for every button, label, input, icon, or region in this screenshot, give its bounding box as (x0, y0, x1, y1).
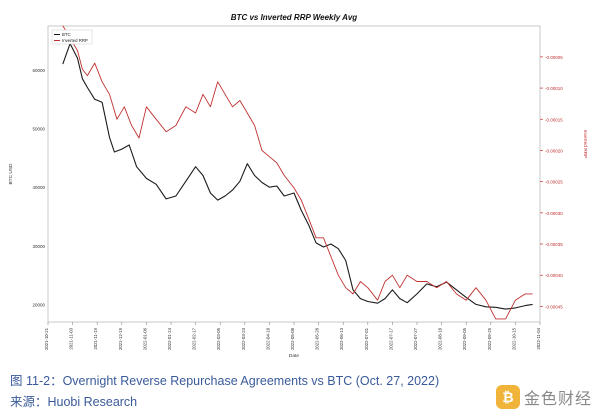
y-right-tick-label: -0.00040 (545, 273, 563, 278)
btc-vs-rrp-chart: 20000 30000 40000 50000 60000 -0.00005 -0.0001… (8, 13, 588, 359)
x-tick-label: 2022-03-05 (216, 327, 221, 350)
x-tick-label: 2022-02-17 (192, 327, 197, 350)
brand-name: 金色财经 (523, 389, 592, 408)
x-tick-label: 2022-01-06 (142, 327, 147, 350)
y-right-tick-label: -0.00030 (545, 211, 563, 216)
x-tick-label: 2022-04-18 (265, 327, 270, 350)
legend-label: Inverted RRP (62, 38, 88, 43)
x-tick-label: 2021-11-03 (69, 327, 74, 349)
y-left-axis-title: BTC USD (8, 163, 14, 185)
plot-frame (47, 25, 541, 323)
x-axis-title: Date (289, 353, 299, 359)
x-tick-label: 2022-05-08 (290, 327, 295, 350)
x-tick-label: 2022-01-24 (167, 327, 172, 350)
y-right-tick-label: -0.00015 (545, 117, 563, 122)
y-left-tick-label: 60000 (32, 68, 45, 73)
x-tick-label: 2022-07-01 (364, 327, 369, 350)
chart-title: BTC vs Inverted RRP Weekly Avg (231, 13, 358, 22)
y-right-tick-label: -0.00005 (545, 55, 563, 60)
y-right-tick-label: -0.00020 (545, 148, 563, 153)
figure-caption: 图 11-2：Overnight Reverse Repurchase Agre… (10, 374, 440, 388)
x-tick-label: 2022-07-27 (413, 327, 418, 350)
brand-watermark: ₿ 金色财经 (495, 384, 592, 410)
y-right-tick-label: -0.00025 (545, 180, 563, 185)
y-right-tick-label: -0.00035 (545, 242, 563, 247)
x-tick-label: 2021-11-19 (93, 327, 98, 349)
y-left-tick-label: 40000 (32, 185, 45, 190)
x-tick-label: 2022-08-18 (438, 327, 443, 350)
chart-figure: 20000 30000 40000 50000 60000 -0.00005 -0.0001… (8, 13, 588, 359)
y-left-tick-label: 20000 (32, 302, 45, 307)
x-tick-label: 2022-06-13 (339, 327, 344, 350)
y-left-tick-label: 50000 (32, 127, 45, 132)
brand-logo-icon: ₿ (495, 385, 520, 409)
y-right-axis-title: Inverted RRP (582, 130, 588, 159)
figure-source: 来源：Huobi Research (10, 395, 138, 409)
x-tick-label: 2022-11-04 (536, 327, 541, 349)
x-tick-label: 2022-05-28 (315, 327, 320, 350)
legend-box (51, 29, 93, 45)
legend-label: BTC (62, 32, 71, 37)
x-tick-label: 2022-10-15 (511, 327, 516, 350)
y-left-tick-label: 30000 (32, 244, 45, 249)
x-tick-label: 2022-09-25 (487, 327, 492, 350)
x-tick-label: 2021-12-19 (118, 327, 123, 350)
inverted-rrp-series-line (62, 25, 533, 320)
x-tick-label: 2022-03-23 (241, 327, 246, 350)
x-tick-label: 2021-10-21 (44, 327, 49, 350)
y-right-tick-label: -0.00045 (545, 304, 563, 309)
x-tick-label: 2022-09-05 (462, 327, 467, 350)
x-tick-label: 2022-07-17 (388, 327, 393, 350)
y-right-tick-label: -0.00010 (545, 86, 563, 91)
